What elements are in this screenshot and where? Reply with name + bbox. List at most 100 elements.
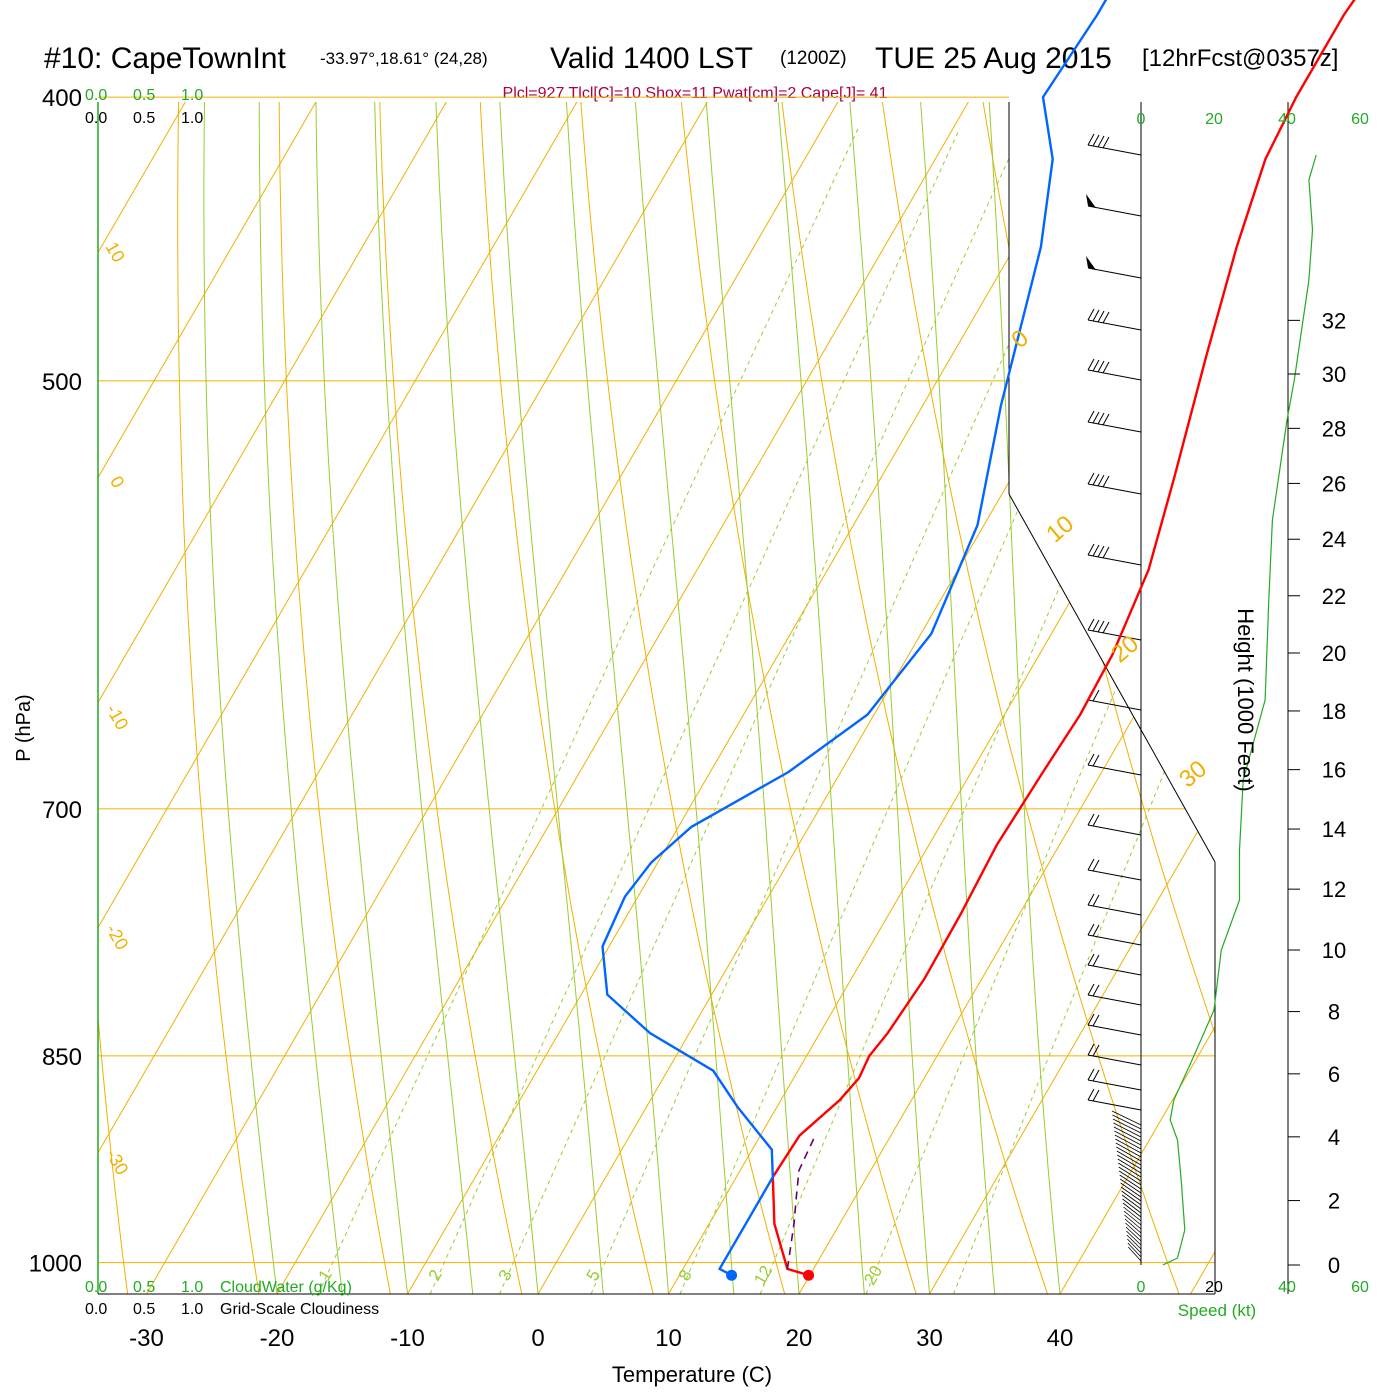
x-tick-label: -20 bbox=[260, 1325, 295, 1352]
height-tick-label: 16 bbox=[1322, 758, 1346, 783]
barb-flag bbox=[1102, 311, 1110, 324]
height-tick-label: 4 bbox=[1328, 1125, 1340, 1150]
wind-barb bbox=[1087, 308, 1142, 331]
cloudiness-label: Grid-Scale Cloudiness bbox=[220, 1301, 379, 1318]
speed-tick-label-bottom: 20 bbox=[1205, 1279, 1223, 1296]
cloud-top-green-1: 0.5 bbox=[133, 87, 155, 104]
x-tick-label: -30 bbox=[129, 1325, 164, 1352]
station-name: #10: CapeTownInt bbox=[44, 42, 286, 75]
stability-indices: Plcl=927 Tlcl[C]=10 Shox=11 Pwat[cm]=2 C… bbox=[503, 85, 888, 102]
isotherm-label: -10 bbox=[102, 701, 132, 734]
barb-flag bbox=[1097, 310, 1105, 323]
barb-flag bbox=[1092, 309, 1100, 322]
dry-adiabat-line bbox=[0, 0, 28, 1294]
moist-adiabat-lines bbox=[203, 102, 1061, 1294]
mixing-ratio-line bbox=[953, 646, 1215, 1294]
cloud-scale-top: 0.0 0.5 1.0 0.0 0.5 1.0 bbox=[85, 87, 203, 127]
barb-flag bbox=[1092, 814, 1100, 827]
x-axis-label: Temperature (C) bbox=[612, 1362, 772, 1387]
barb-flag bbox=[1087, 410, 1095, 423]
speed-tick-label-top: 20 bbox=[1205, 111, 1223, 128]
mixing-ratio-label: 2 bbox=[425, 1266, 446, 1284]
x-tick-label: 20 bbox=[786, 1325, 813, 1352]
barb-staff bbox=[1087, 1024, 1142, 1036]
dry-adiabat-line bbox=[982, 102, 1215, 1036]
wind-barb bbox=[1087, 753, 1142, 776]
barb-staff bbox=[1126, 1230, 1142, 1246]
barb-staff bbox=[1087, 699, 1142, 711]
barb-staff bbox=[1114, 1130, 1142, 1146]
barb-staff bbox=[1087, 267, 1142, 279]
isotherm-line bbox=[98, 102, 186, 254]
wind-barb bbox=[1087, 618, 1142, 641]
valid-time: Valid 1400 LST bbox=[550, 42, 753, 75]
mixing-ratio-line bbox=[499, 128, 1023, 1294]
moist-adiabat-line bbox=[920, 102, 996, 1294]
barb-flag bbox=[1092, 473, 1100, 486]
barb-flag bbox=[1092, 984, 1100, 997]
cloud-bottom-green-2: 1.0 bbox=[181, 1279, 203, 1296]
dry-adiabat-line bbox=[379, 102, 523, 1294]
barb-flag bbox=[1087, 308, 1095, 321]
barb-staff bbox=[1114, 1134, 1142, 1150]
cloud-bottom-green-1: 0.5 bbox=[133, 1279, 155, 1296]
barb-flag bbox=[1097, 135, 1105, 148]
barb-flag bbox=[1097, 545, 1105, 558]
barb-flag bbox=[1092, 1044, 1100, 1057]
isotherm-line bbox=[98, 102, 447, 704]
barb-flag bbox=[1087, 953, 1095, 966]
cloud-bottom-green-0: 0.0 bbox=[85, 1279, 107, 1296]
height-tick-label: 18 bbox=[1322, 699, 1346, 724]
surface-temperature-dot bbox=[803, 1269, 815, 1281]
isotherm-line bbox=[98, 102, 578, 929]
isotherm-line bbox=[537, 125, 1215, 1294]
x-tick-label: 10 bbox=[655, 1325, 682, 1352]
isotherm-label: -30 bbox=[102, 1146, 132, 1179]
barb-flag bbox=[1087, 1013, 1095, 1026]
dry-adiabat-line bbox=[177, 102, 260, 1294]
cloud-top-black-1: 0.5 bbox=[133, 110, 155, 127]
cloud-bottom-black-0: 0.0 bbox=[85, 1301, 107, 1318]
wind-barb bbox=[1086, 256, 1142, 279]
barb-flag bbox=[1087, 358, 1095, 371]
barb-staff bbox=[1119, 1174, 1142, 1190]
speed-tick-label-top: 0 bbox=[1137, 111, 1146, 128]
wind-speed-profile bbox=[1162, 154, 1317, 1266]
cloud-top-black-2: 1.0 bbox=[181, 110, 203, 127]
sounding-series bbox=[601, 0, 1356, 1281]
cloud-top-green-0: 0.0 bbox=[85, 87, 107, 104]
moist-adiabat-line bbox=[565, 102, 669, 1294]
barb-staff bbox=[1087, 144, 1142, 156]
height-tick-label: 2 bbox=[1328, 1189, 1340, 1214]
barb-staff bbox=[1087, 554, 1142, 566]
barb-staff bbox=[1087, 934, 1142, 946]
pressure-tick-label: 850 bbox=[42, 1044, 82, 1071]
barb-staff bbox=[1125, 1226, 1142, 1242]
barb-staff bbox=[1124, 1218, 1142, 1234]
barb-staff bbox=[1127, 1238, 1142, 1254]
wind-barb bbox=[1087, 1068, 1142, 1091]
moist-adiabat-line bbox=[849, 102, 930, 1294]
wind-panel-mask bbox=[1009, 102, 1215, 862]
isotherm-line bbox=[146, 102, 839, 1294]
barb-flag bbox=[1087, 858, 1095, 871]
dry-adiabat-line bbox=[1360, 0, 1400, 1294]
moist-adiabat-line bbox=[435, 102, 539, 1294]
barb-staff bbox=[1116, 1150, 1142, 1166]
moist-adiabat-line bbox=[777, 102, 865, 1294]
isotherm-line bbox=[407, 102, 1100, 1294]
barb-staff bbox=[1117, 1158, 1142, 1174]
barb-flag bbox=[1092, 359, 1100, 372]
height-axis-label: Height (1000 Feet) bbox=[1233, 608, 1258, 791]
barb-staff bbox=[1123, 1210, 1142, 1226]
cloud-top-green-2: 1.0 bbox=[181, 87, 203, 104]
moist-adiabat-line bbox=[203, 102, 278, 1294]
barb-staff bbox=[1111, 1110, 1142, 1126]
pressure-tick-label: 400 bbox=[42, 85, 82, 112]
barb-flag bbox=[1087, 133, 1095, 146]
wind-barb bbox=[1087, 893, 1142, 916]
barb-staff bbox=[1087, 421, 1142, 433]
cloudwater-label: CloudWater (g/Kg) bbox=[220, 1279, 352, 1296]
speed-axis-label: Speed (kt) bbox=[1178, 1301, 1256, 1320]
